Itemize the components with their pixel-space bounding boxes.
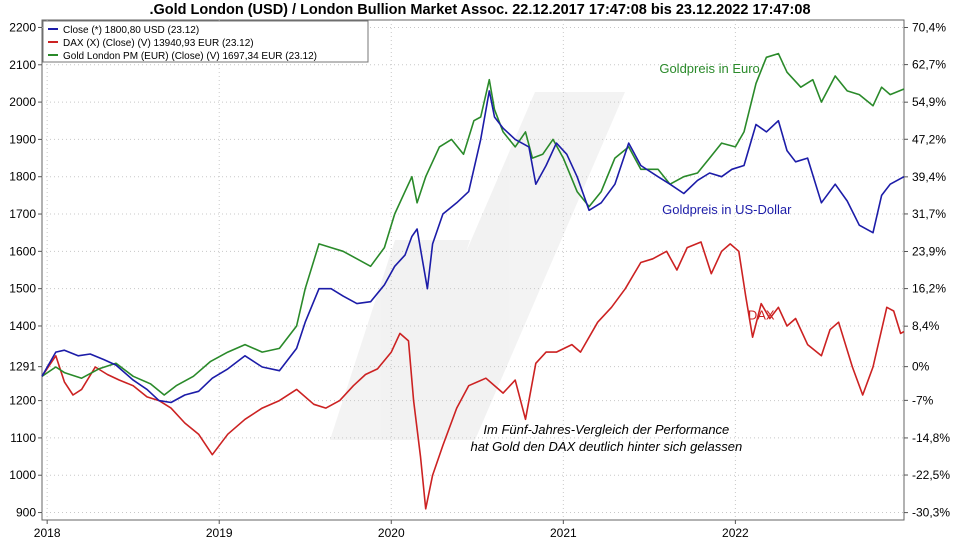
legend-entry-dax: DAX (X) (Close) (V) 13940,93 EUR (23.12) (48, 38, 254, 49)
x-tick-label: 2018 (34, 526, 61, 540)
left-tick-label: 1400 (9, 319, 36, 333)
right-tick-label: 31,7% (912, 207, 946, 221)
annotation-gold-usd: Goldpreis in US-Dollar (662, 202, 792, 217)
left-tick-label: 1100 (10, 431, 36, 445)
left-tick-label: 1200 (9, 394, 36, 408)
series-line-gold-eur (41, 52, 905, 396)
x-axis: 2018 2019 2020 2021 2022 (34, 520, 749, 540)
series-line-gold-usd (41, 90, 905, 404)
left-tick-label: 1800 (9, 170, 36, 184)
annotation-comparison-line-2: hat Gold den DAX deutlich hinter sich ge… (470, 439, 742, 454)
left-tick-label: 2000 (9, 95, 36, 109)
x-tick-label: 2022 (722, 526, 749, 540)
right-tick-label: 47,2% (912, 132, 946, 146)
right-tick-label: -30,3% (912, 506, 950, 520)
right-tick-label: 23,9% (912, 245, 946, 259)
gridlines (42, 20, 904, 520)
left-tick-label: 1500 (9, 282, 36, 296)
left-tick-label: 1291 (9, 360, 36, 374)
right-tick-label: 54,9% (912, 95, 946, 109)
right-tick-label: 70,4% (912, 21, 946, 35)
legend-label-dax: DAX (X) (Close) (V) 13940,93 EUR (23.12) (63, 38, 254, 49)
annotations: Goldpreis in Euro Goldpreis in US-Dollar D… (470, 61, 792, 454)
series-lines (41, 52, 905, 510)
left-tick-label: 1000 (9, 468, 36, 482)
left-tick-label: 2200 (9, 20, 36, 34)
series-line-dax (41, 241, 905, 510)
legend: Close (*) 1800,80 USD (23.12) DAX (X) (C… (42, 20, 369, 63)
plot-area (41, 19, 905, 521)
legend-box (42, 20, 369, 63)
left-tick-label: 1900 (9, 132, 36, 146)
legend-label-gold-usd: Close (*) 1800,80 USD (23.12) (63, 25, 199, 36)
x-tick-label: 2019 (206, 526, 233, 540)
x-tick-label: 2021 (550, 526, 577, 540)
left-tick-label: 1700 (9, 207, 36, 221)
left-axis: 2200 2100 2000 1900 1800 1700 1600 1500 1400 1291… (9, 20, 42, 520)
right-tick-label: 62,7% (912, 58, 946, 72)
left-tick-label: 1600 (9, 244, 36, 258)
right-tick-label: 39,4% (912, 170, 946, 184)
legend-entry-gold-eur: Gold London PM (EUR) (Close) (V) 1697,34… (48, 51, 317, 62)
left-tick-label: 900 (16, 506, 36, 520)
legend-label-gold-eur: Gold London PM (EUR) (Close) (V) 1697,34… (63, 51, 317, 62)
right-tick-label: 16,2% (912, 282, 946, 296)
chart-title: .Gold London (USD) / London Bullion Mark… (149, 2, 810, 18)
right-axis: 70,4% 62,7% 54,9% 47,2% 39,4% 31,7% 23,9% 16,2%… (904, 21, 950, 520)
legend-entry-gold-usd: Close (*) 1800,80 USD (23.12) (48, 25, 199, 36)
annotation-gold-eur: Goldpreis in Euro (659, 61, 759, 76)
annotation-comparison-line-1: Im Fünf-Jahres-Vergleich der Performance (483, 422, 729, 437)
watermark-logo (330, 92, 625, 440)
right-tick-label: 8,4% (912, 319, 940, 333)
right-tick-label: 0% (912, 360, 930, 374)
right-tick-label: -7% (912, 393, 934, 407)
annotation-dax: DAX (748, 307, 775, 322)
right-tick-label: -22,5% (912, 468, 950, 482)
right-tick-label: -14,8% (912, 431, 950, 445)
left-tick-label: 2100 (9, 58, 36, 72)
x-tick-label: 2020 (378, 526, 405, 540)
